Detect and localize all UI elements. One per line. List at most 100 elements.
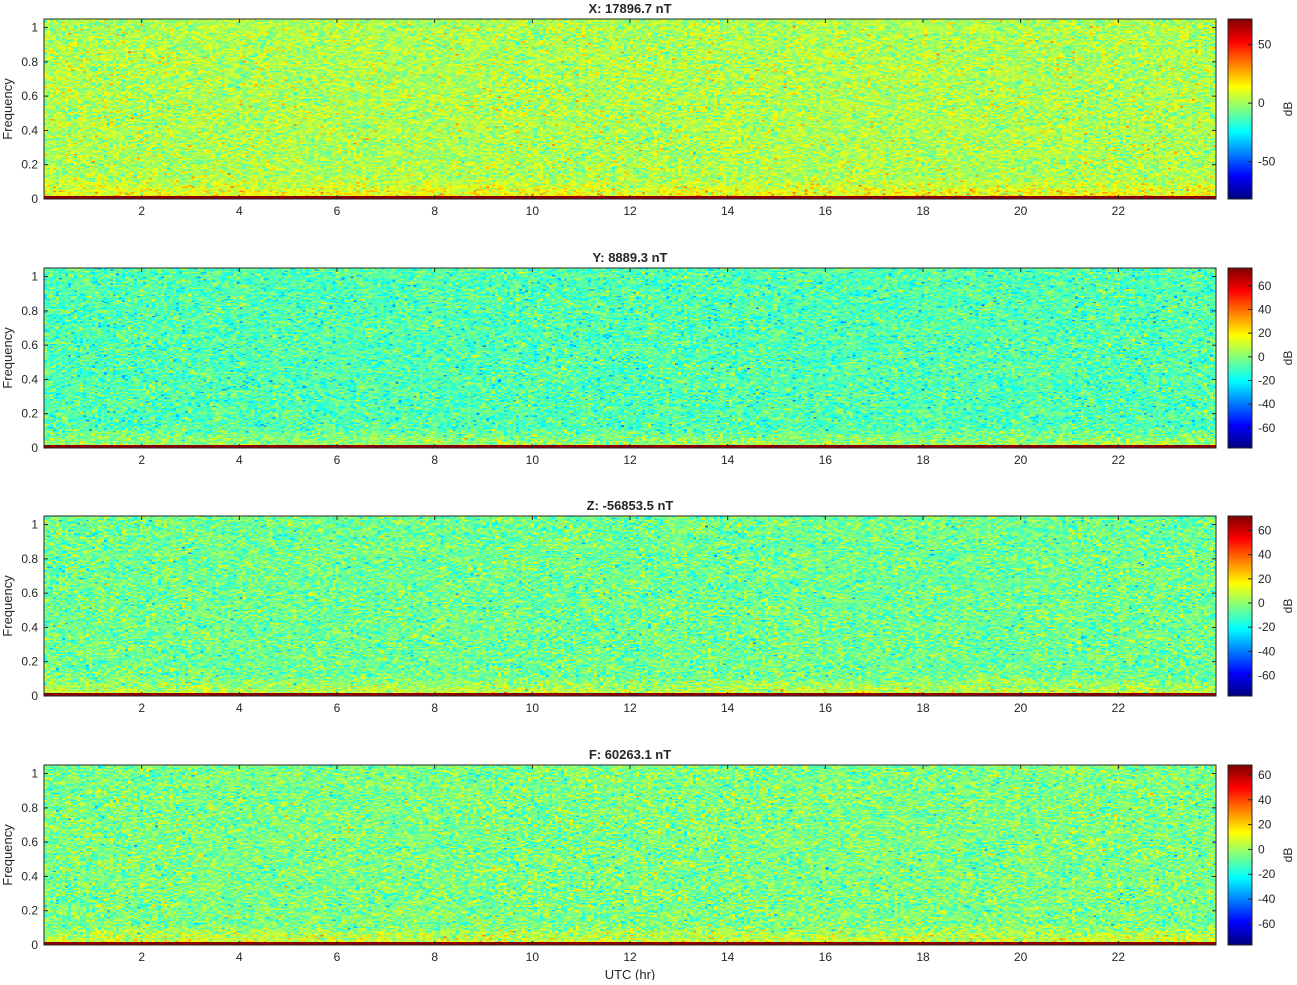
x-tick-label: 12 — [623, 453, 637, 467]
y-tick-label: 0.4 — [21, 620, 38, 634]
y-tick-label: 0.6 — [21, 835, 38, 849]
colorbar-tick-label: -20 — [1258, 374, 1276, 388]
x-tick-label: 22 — [1112, 204, 1126, 218]
colorbar-box — [1227, 764, 1253, 946]
x-tick-label: 2 — [138, 701, 145, 715]
y-axis-label: Frequency — [0, 78, 15, 140]
x-tick-label: 12 — [623, 204, 637, 218]
spectrogram-heatmap — [44, 268, 1216, 448]
y-tick-label: 0.4 — [21, 869, 38, 883]
x-tick-label: 14 — [721, 950, 735, 964]
x-tick-label: 16 — [819, 701, 833, 715]
y-tick-label: 0.2 — [21, 655, 38, 669]
x-tick-label: 12 — [623, 701, 637, 715]
y-tick-label: 1 — [31, 21, 38, 35]
y-tick-label: 0 — [31, 689, 38, 703]
x-tick-label: 4 — [236, 453, 243, 467]
y-tick-label: 1 — [31, 767, 38, 781]
y-tick-label: 0.8 — [21, 55, 38, 69]
x-tick-label: 14 — [721, 701, 735, 715]
y-tick-label: 0 — [31, 441, 38, 455]
x-tick-label: 20 — [1014, 950, 1028, 964]
y-tick-label: 0.4 — [21, 372, 38, 386]
spectrogram-panel-3: Z: -56853.5 nT2 4 6 8 10 12 14 16 18 20 2200.20.40… — [0, 498, 1295, 715]
colorbar-tick-label: 40 — [1258, 548, 1272, 562]
x-tick-label: 10 — [526, 453, 540, 467]
x-tick-label: 2 — [138, 453, 145, 467]
x-tick-label: 16 — [819, 453, 833, 467]
y-tick-label: 0.8 — [21, 552, 38, 566]
spectrogram-heatmap — [44, 516, 1216, 696]
x-tick-label: 14 — [721, 204, 735, 218]
colorbar-tick-label: 0 — [1258, 96, 1265, 110]
spectrogram-panel-1: X: 17896.7 nT2 4 6 8 10 12 14 16 18 20 2200.20.40.… — [0, 1, 1295, 218]
y-tick-label: 1 — [31, 270, 38, 284]
spectrogram-panel-2: Y: 8889.3 nT2 4 6 8 10 12 14 16 18 20 2200.20.40.6… — [0, 250, 1295, 467]
colorbar-tick-label: -40 — [1258, 644, 1276, 658]
colorbar-tick-label: 0 — [1258, 842, 1265, 856]
x-tick-label: 20 — [1014, 701, 1028, 715]
x-tick-label: 18 — [916, 204, 930, 218]
colorbar-label: dB — [1281, 599, 1295, 614]
panel-title: Z: -56853.5 nT — [587, 498, 674, 513]
x-tick-label: 6 — [334, 204, 341, 218]
colorbar-box — [1227, 267, 1253, 449]
x-tick-label: 18 — [916, 950, 930, 964]
x-tick-label: 22 — [1112, 701, 1126, 715]
colorbar-gradient — [1228, 765, 1252, 945]
x-tick-label: 6 — [334, 701, 341, 715]
y-tick-label: 0.8 — [21, 304, 38, 318]
colorbar-box — [1227, 18, 1253, 200]
x-tick-label: 8 — [431, 453, 438, 467]
colorbar-tick-label: -50 — [1258, 155, 1276, 169]
colorbar-tick-label: -60 — [1258, 917, 1276, 931]
y-tick-label: 0.2 — [21, 407, 38, 421]
y-axis-label: Frequency — [0, 575, 15, 637]
colorbar-tick-label: -40 — [1258, 397, 1276, 411]
colorbar-gradient — [1228, 516, 1252, 696]
colorbar-gradient — [1228, 19, 1252, 199]
colorbar-tick-label: 60 — [1258, 768, 1272, 782]
y-tick-label: 0.6 — [21, 89, 38, 103]
x-tick-label: 8 — [431, 701, 438, 715]
x-tick-label: 4 — [236, 950, 243, 964]
colorbar-tick-label: -60 — [1258, 421, 1276, 435]
y-tick-label: 0 — [31, 192, 38, 206]
x-axis-label: UTC (hr) — [605, 967, 656, 980]
x-tick-label: 4 — [236, 204, 243, 218]
spectrogram-heatmap — [44, 19, 1216, 199]
colorbar-tick-label: -20 — [1258, 620, 1276, 634]
x-tick-label: 8 — [431, 204, 438, 218]
spectrogram-panel-4: F: 60263.1 nT2 4 6 8 10 12 14 16 18 20 2200.20.40.… — [0, 747, 1295, 982]
x-tick-label: 4 — [236, 701, 243, 715]
x-tick-label: 12 — [623, 950, 637, 964]
colorbar-tick-label: 60 — [1258, 523, 1272, 537]
y-axis-label: Frequency — [0, 824, 15, 886]
x-tick-label: 2 — [138, 204, 145, 218]
x-tick-label: 6 — [334, 950, 341, 964]
x-tick-label: 20 — [1014, 453, 1028, 467]
colorbar-tick-label: 40 — [1258, 302, 1272, 316]
colorbar-tick-label: 0 — [1258, 350, 1265, 364]
x-tick-label: 18 — [916, 701, 930, 715]
x-tick-label: 6 — [334, 453, 341, 467]
x-tick-label: 10 — [526, 204, 540, 218]
colorbar-tick-label: -20 — [1258, 867, 1276, 881]
x-tick-label: 16 — [819, 204, 833, 218]
y-tick-label: 0 — [31, 938, 38, 952]
x-tick-label: 14 — [721, 453, 735, 467]
y-tick-label: 0.2 — [21, 904, 38, 918]
y-tick-label: 0.2 — [21, 158, 38, 172]
y-tick-label: 0.6 — [21, 586, 38, 600]
panel-title: Y: 8889.3 nT — [593, 250, 668, 265]
y-axis-label: Frequency — [0, 327, 15, 389]
x-tick-label: 2 — [138, 950, 145, 964]
colorbar-label: dB — [1281, 102, 1295, 117]
panel-title: F: 60263.1 nT — [589, 747, 671, 762]
colorbar-gradient — [1228, 268, 1252, 448]
y-tick-label: 0.8 — [21, 801, 38, 815]
panel-title: X: 17896.7 nT — [588, 1, 671, 16]
x-tick-label: 16 — [819, 950, 833, 964]
